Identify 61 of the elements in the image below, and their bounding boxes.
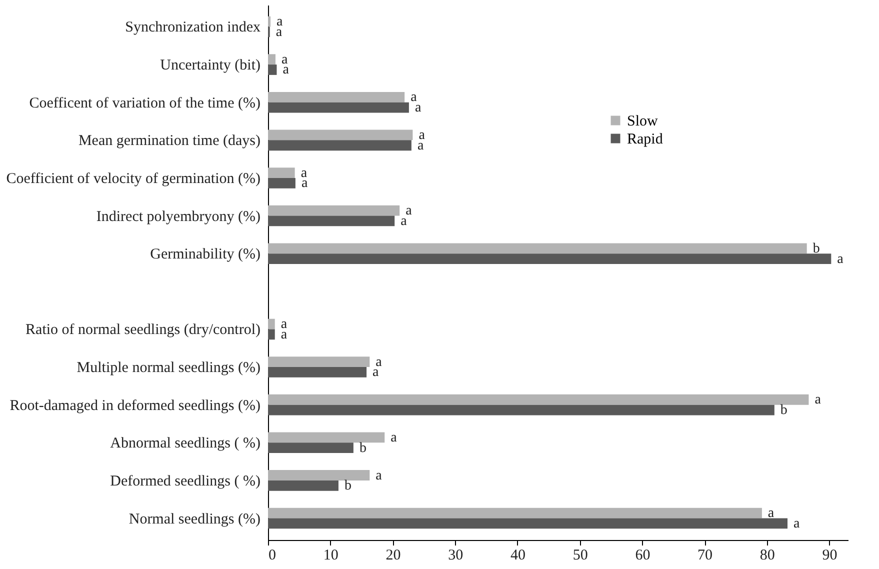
data-label: a [814, 392, 822, 408]
data-label: b [359, 440, 366, 456]
data-label: a [794, 516, 801, 532]
bar [268, 168, 295, 178]
bar [268, 254, 832, 264]
bar [268, 508, 762, 518]
bar [268, 367, 367, 378]
bar [268, 243, 807, 254]
x-tick-label: 80 [760, 548, 775, 564]
x-tick-label: 20 [386, 548, 401, 564]
bar [268, 205, 400, 216]
data-label: b [344, 478, 352, 494]
y-tick-label: Germinability (%) [150, 246, 260, 263]
x-tick-label: 10 [323, 548, 338, 564]
data-label: a [390, 430, 398, 446]
data-label: a [376, 468, 383, 484]
data-label: b [780, 403, 788, 418]
y-tick-label: Deformed seedlings ( %) [110, 473, 260, 490]
y-tick-label: Indirect polyembryony (%) [96, 208, 260, 225]
bar [268, 329, 275, 340]
bar [268, 54, 276, 65]
bar [268, 442, 354, 454]
bar [268, 518, 788, 529]
bar [268, 92, 405, 102]
y-tick-label: Multiple normal seedlings (%) [76, 360, 260, 376]
x-tick-label: 90 [822, 548, 838, 564]
y-tick-label: Synchronization index [125, 20, 261, 36]
legend-label: Slow [627, 114, 658, 130]
bar [268, 178, 296, 188]
y-tick-label: Root-damaged in deformed seedlings (%) [10, 398, 260, 414]
y-tick-label: Coefficent of variation of the time (%) [29, 95, 260, 112]
bar [268, 470, 370, 480]
bar [268, 432, 385, 443]
bar [268, 356, 370, 368]
bar [268, 394, 809, 405]
bar [268, 102, 409, 113]
bar [268, 130, 413, 140]
y-tick-label: Mean germination time (days) [78, 133, 260, 150]
bar [268, 64, 277, 75]
data-label: a [837, 252, 844, 267]
bar [268, 140, 412, 151]
y-tick-label: Abnormal seedlings ( %) [110, 436, 260, 452]
y-tick-label: Coefficient of velocity of germination (%) [6, 170, 260, 187]
data-label: b [812, 241, 820, 256]
data-label: a [768, 506, 775, 522]
x-tick-label: 50 [572, 548, 588, 564]
bar [268, 216, 395, 226]
x-tick-label: 0 [268, 548, 276, 564]
x-tick-label: 30 [448, 548, 464, 564]
y-tick-label: Ratio of normal seedlings (dry/control) [26, 322, 260, 338]
x-tick-label: 60 [635, 548, 650, 564]
x-tick-label: 70 [698, 548, 713, 564]
bar [268, 404, 774, 416]
bar [268, 480, 338, 491]
data-label: a [400, 214, 408, 229]
x-tick-label: 40 [510, 548, 526, 564]
y-tick-label: Normal seedlings (%) [128, 511, 260, 528]
legend-label: Rapid [627, 132, 664, 148]
y-tick-label: Uncertainty (bit) [160, 58, 260, 74]
data-label: a [406, 204, 413, 219]
bar [268, 318, 275, 330]
